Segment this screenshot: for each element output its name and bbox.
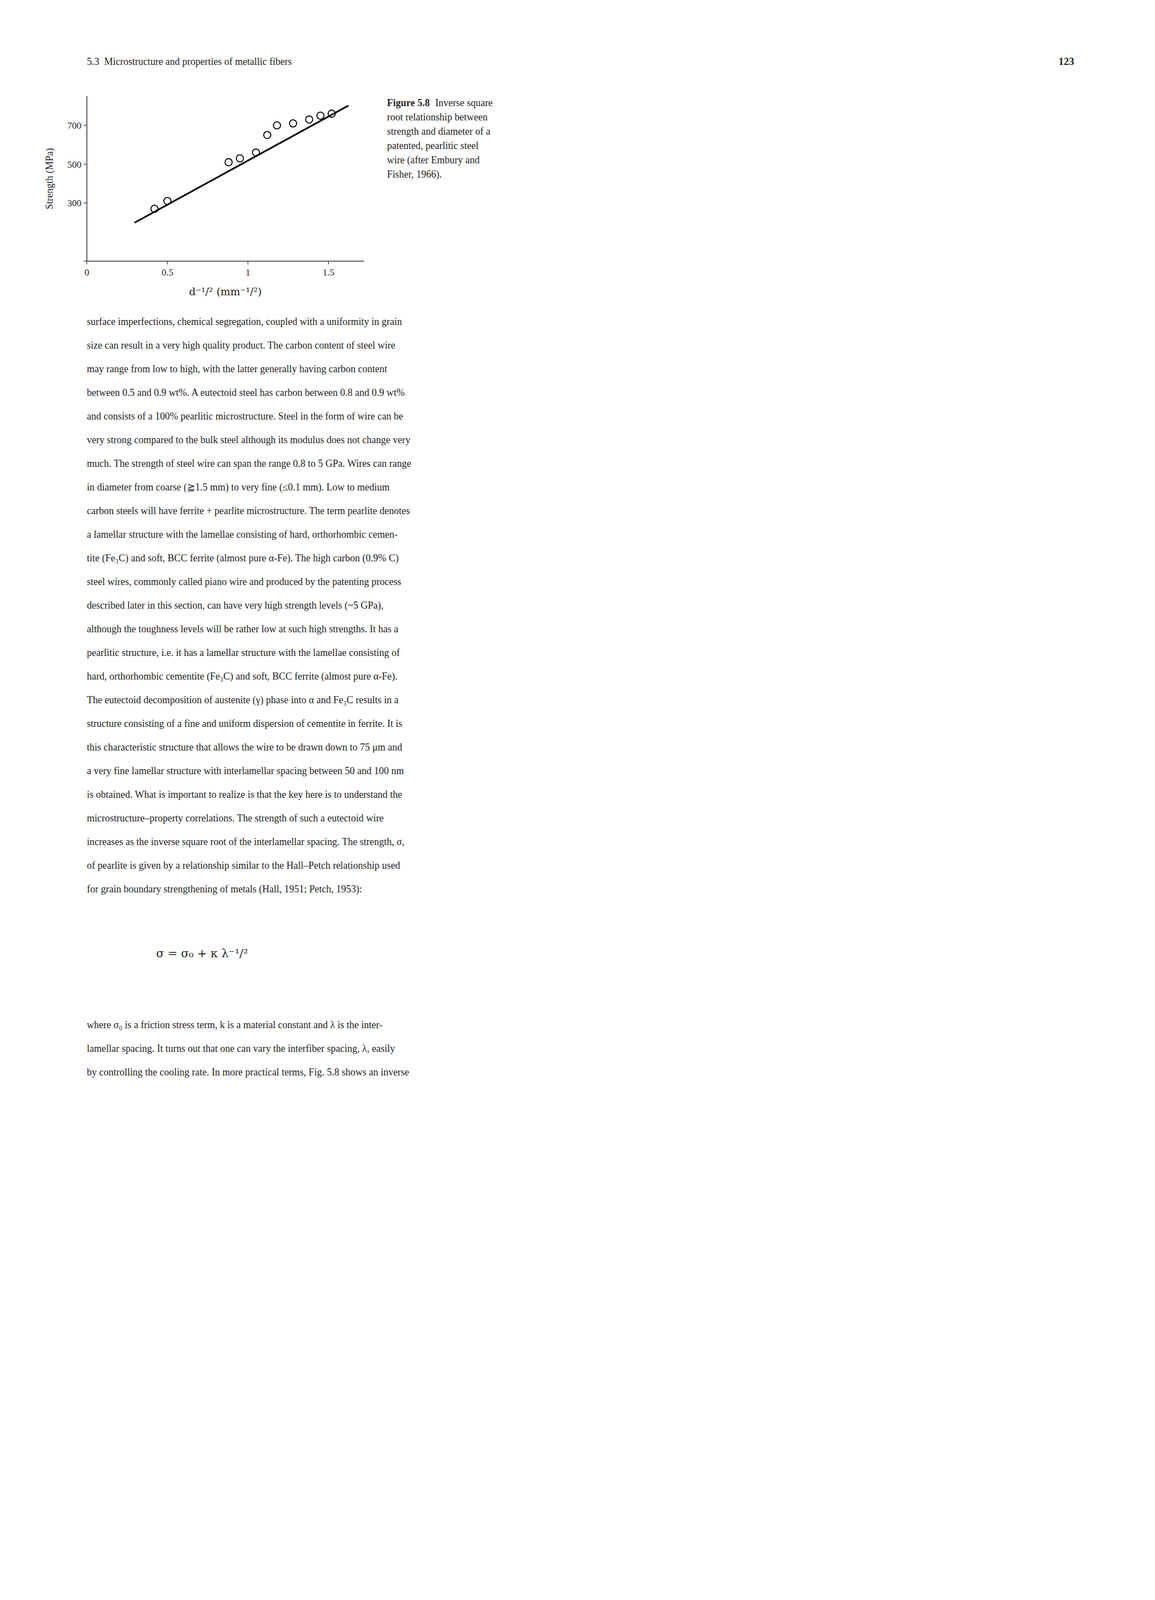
scatter-point <box>305 115 313 124</box>
body-line: between 0.5 and 0.9 wt%. A eutectoid ste… <box>86 387 405 399</box>
y-tick <box>83 202 87 204</box>
body-line: this characteristic structure that allow… <box>86 741 403 753</box>
body-line: a very fine lamellar structure with inte… <box>86 765 405 777</box>
page: 5.3 Microstructure and properties of met… <box>0 0 1155 1600</box>
caption-line: Inverse square <box>435 97 493 109</box>
body-line: size can result in a very high quality p… <box>86 339 396 351</box>
background <box>0 0 1155 1600</box>
body-line: steel wires, commonly called piano wire … <box>86 576 402 588</box>
body-line: carbon steels will have ferrite + pearli… <box>86 505 411 517</box>
body-line: may range from low to high, with the lat… <box>86 363 388 375</box>
scatter-point <box>316 112 324 120</box>
y-axis-line <box>86 96 88 262</box>
header-right: 123 <box>1058 55 1075 68</box>
x-tick-label: 0.5 <box>161 267 174 278</box>
body-line: increases as the inverse square root of … <box>86 836 405 848</box>
caption-line: strength and diameter of a <box>387 125 491 137</box>
body-line: of pearlite is given by a relationship s… <box>86 859 401 871</box>
body-line: The eutectoid decomposition of austenite… <box>86 694 399 706</box>
scatter-point <box>224 158 232 167</box>
x-tick <box>86 261 87 265</box>
caption-line: root relationship between <box>387 111 488 123</box>
x-tick-label: 1.5 <box>322 267 335 278</box>
body-line: a lamellar structure with the lamellae c… <box>86 528 398 540</box>
y-tick <box>83 163 87 165</box>
x-tick <box>247 261 248 265</box>
x-tick <box>167 261 168 265</box>
body-line: microstructure–property correlations. Th… <box>86 812 384 824</box>
chart: 0 0.5 1 1.5 300 500 700 Strength (MPa) d⁻¹/² (mm… <box>43 96 364 298</box>
x-tick-label: 0 <box>84 267 90 278</box>
caption-line: patented, pearlitic steel <box>387 140 479 152</box>
body-line: and consists of a 100% pearlitic microst… <box>86 410 403 422</box>
body-line: pearlitic structure, i.e. it has a lamel… <box>86 647 400 659</box>
body-line: by controlling the cooling rate. In more… <box>86 1066 410 1078</box>
body-line: much. The strength of steel wire can spa… <box>86 457 412 469</box>
caption-line: wire (after Embury and <box>387 154 480 167</box>
equation: σ = σ₀ + κ λ⁻¹/² <box>156 946 248 960</box>
body-line: lamellar spacing. It turns out that one … <box>86 1042 396 1054</box>
x-tick <box>328 261 329 265</box>
body-line: where σ₀ is a friction stress term, k is… <box>86 1019 383 1031</box>
y-tick-label: 300 <box>67 197 82 209</box>
body-line: surface imperfections, chemical segregat… <box>86 316 402 328</box>
header-left: 5.3 Microstructure and properties of met… <box>86 56 292 68</box>
fit-line <box>135 106 348 223</box>
body-line: for grain boundary strengthening of meta… <box>86 883 362 895</box>
scatter-point <box>273 121 281 129</box>
scatter-point <box>236 154 244 162</box>
body-line: although the toughness levels will be ra… <box>86 623 399 635</box>
scatter-point <box>289 119 297 127</box>
x-tick-label: 1 <box>245 267 251 278</box>
x-axis-label: d⁻¹/² (mm⁻¹/²) <box>189 285 262 298</box>
body-line: hard, orthorhombic cementite (Fe₃C) and … <box>86 670 398 683</box>
body-line: structure consisting of a fine and unifo… <box>86 717 403 729</box>
scatter-point <box>263 131 272 139</box>
y-tick-label: 500 <box>67 159 82 170</box>
y-tick <box>83 124 87 126</box>
body-line: tite (Fe₃C) and soft, BCC ferrite (almos… <box>86 552 399 565</box>
body-line: very strong compared to the bulk steel a… <box>86 434 411 446</box>
caption-label: Figure 5.8 <box>387 97 430 109</box>
y-axis-label: Strength (MPa) <box>43 147 56 210</box>
body-line: described later in this section, can hav… <box>86 599 384 612</box>
body-line: is obtained. What is important to realiz… <box>86 788 403 800</box>
body-line: in diameter from coarse (≧1.5 mm) to ver… <box>86 481 390 494</box>
y-tick <box>83 260 87 262</box>
plot-area <box>135 106 348 223</box>
y-tick-label: 700 <box>67 120 82 131</box>
caption-line: Fisher, 1966). <box>387 168 442 181</box>
x-axis-line <box>86 260 364 262</box>
